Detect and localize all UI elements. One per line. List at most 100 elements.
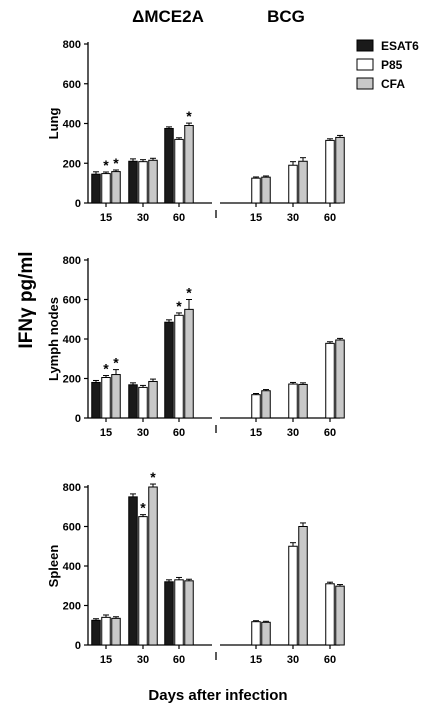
bar-p85-spleen [288,545,298,646]
bar-p85-lymph-nodes [174,314,184,419]
legend: ESAT6 P85 CFA [356,39,419,91]
bar-p85-lymph-nodes [251,394,261,419]
legend-label-cfa: CFA [381,77,405,91]
y-tick-label: 400 [63,119,81,131]
y-tick-label: 200 [63,601,81,613]
y-tick-label: 800 [63,482,81,494]
x-tick-label: 60 [173,654,185,666]
bar-p85-spleen [251,621,261,646]
x-tick-label: 30 [287,212,299,224]
bar-p85-spleen [325,583,335,646]
y-tick-label: 0 [75,198,81,210]
bar-esat6-lymph-nodes [91,381,101,419]
significance-asterisk: * [176,298,182,314]
significance-asterisk: * [103,157,109,173]
bar-esat6-lymph-nodes [128,384,138,419]
bar-cfa-lymph-nodes [184,308,194,419]
y-tick-label: 400 [63,561,81,573]
panel-ylabel-lung: Lung [46,108,61,140]
y-tick-label: 600 [63,522,81,534]
legend-label-esat6: ESAT6 [381,39,419,53]
bar-cfa-lymph-nodes [148,380,158,419]
x-tick-label: 30 [137,212,149,224]
bar-p85-lymph-nodes [101,377,111,419]
legend-swatch-cfa [356,77,374,90]
panel-spleen: Spleen 0 200 400 600 800 15 30 60 15 30 60 ** [46,469,345,666]
bar-cfa-lung [111,171,121,204]
significance-asterisk: * [113,155,119,171]
bar-cfa-lymph-nodes [261,390,271,419]
significance-asterisk: * [186,285,192,301]
y-tick-label: 800 [63,39,81,51]
x-tick-label: 30 [287,427,299,439]
bar-cfa-lung [335,136,345,204]
bar-p85-lymph-nodes [288,383,298,419]
bar-cfa-lung [298,160,308,204]
y-axis-title: IFNγ pg/ml [16,251,37,348]
bar-p85-spleen [138,516,148,646]
bar-p85-lung [251,177,261,204]
x-tick-label: 30 [287,654,299,666]
y-tick-label: 200 [63,158,81,170]
y-tick-label: 0 [75,640,81,652]
bar-cfa-spleen [335,585,345,646]
significance-asterisk: * [113,355,119,371]
bar-cfa-spleen [261,621,271,646]
panel-ylabel-spleen: Spleen [46,545,61,588]
bar-esat6-lymph-nodes [164,321,174,419]
y-tick-label: 200 [63,374,81,386]
bar-p85-lung [138,161,148,204]
group-title-bcg: BCG [267,7,305,26]
x-tick-label: 15 [250,654,262,666]
x-tick-label: 15 [250,212,262,224]
x-tick-label: 60 [173,427,185,439]
x-tick-label: 60 [324,654,336,666]
bar-esat6-spleen [128,496,138,646]
x-tick-label: 60 [173,212,185,224]
bar-cfa-lymph-nodes [298,383,308,419]
x-tick-label: 60 [324,212,336,224]
y-tick-label: 0 [75,413,81,425]
x-tick-label: 30 [137,654,149,666]
significance-asterisk: * [103,361,109,377]
bar-esat6-lung [91,173,101,204]
x-tick-label: 60 [324,427,336,439]
bar-cfa-lymph-nodes [111,374,121,419]
bar-cfa-spleen [148,486,158,646]
bar-cfa-spleen [184,580,194,646]
legend-swatch-esat6 [356,39,374,52]
group-title-mce2a: ΔMCE2A [132,7,204,26]
bar-cfa-lung [148,159,158,204]
bar-esat6-spleen [91,619,101,646]
bar-p85-spleen [174,579,184,646]
significance-asterisk: * [140,500,146,516]
x-tick-label: 15 [100,212,112,224]
y-tick-label: 400 [63,334,81,346]
bar-p85-lymph-nodes [138,386,148,419]
bar-cfa-lung [184,124,194,204]
bar-cfa-lung [261,176,271,204]
y-tick-label: 600 [63,295,81,307]
bar-p85-lung [101,173,111,204]
bar-esat6-spleen [164,581,174,646]
x-tick-label: 15 [100,654,112,666]
bar-p85-spleen [101,616,111,646]
significance-asterisk: * [150,469,156,485]
x-tick-label: 30 [137,427,149,439]
y-tick-label: 800 [63,255,81,267]
legend-label-p85: P85 [381,58,403,72]
bar-esat6-lung [128,160,138,204]
y-tick-label: 600 [63,79,81,91]
bar-cfa-lymph-nodes [335,339,345,419]
x-axis-title: Days after infection [148,687,287,704]
panel-ylabel-lymph-nodes: Lymph nodes [46,297,61,381]
bar-p85-lung [174,138,184,204]
bar-esat6-lung [164,127,174,204]
x-tick-label: 15 [250,427,262,439]
significance-asterisk: * [186,108,192,124]
bar-p85-lung [288,164,298,204]
legend-swatch-p85 [356,58,374,71]
